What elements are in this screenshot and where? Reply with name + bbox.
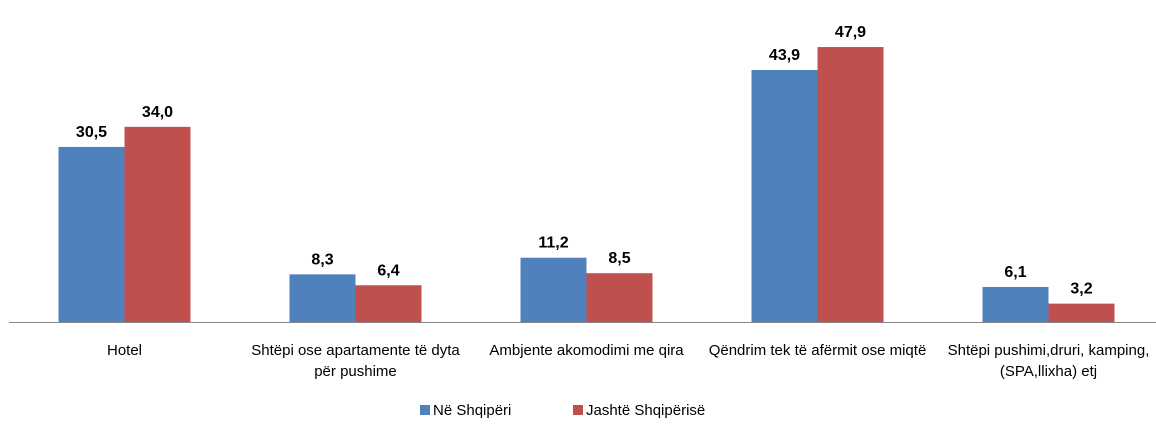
- value-label: 6,4: [377, 262, 399, 279]
- bar: [1048, 303, 1115, 322]
- x-tick-label: Shtëpi ose apartamente të dyta për pushi…: [251, 342, 460, 380]
- x-tick-label: Shtëpi pushimi,druri, kamping, (SPA,llix…: [947, 342, 1150, 380]
- bar: [124, 126, 191, 322]
- value-label: 11,2: [538, 235, 568, 252]
- legend-item: Jashtë Shqipërisë: [573, 402, 705, 419]
- bar: [817, 47, 884, 322]
- bar: [355, 285, 422, 322]
- legend-label: Në Shqipëri: [433, 402, 512, 419]
- value-label: 43,9: [769, 47, 800, 64]
- bar: [58, 146, 125, 322]
- value-label: 8,5: [608, 250, 630, 267]
- x-tick-label: Hotel: [106, 342, 143, 359]
- value-label: 47,9: [835, 24, 866, 41]
- bar: [520, 257, 587, 322]
- bar: [289, 274, 356, 322]
- legend-swatch: [573, 405, 583, 415]
- x-tick-label: Qëndrim tek të afërmit ose miqtë: [708, 342, 927, 359]
- value-label: 8,3: [311, 251, 333, 268]
- value-label: 3,2: [1070, 281, 1092, 298]
- legend-item: Në Shqipëri: [420, 402, 511, 419]
- value-label: 6,1: [1004, 264, 1026, 281]
- bar: [982, 286, 1049, 322]
- legend-label: Jashtë Shqipërisë: [586, 402, 706, 419]
- bar: [586, 273, 653, 322]
- value-label: 34,0: [142, 104, 173, 121]
- legend-swatch: [420, 405, 430, 415]
- x-tick-label: Ambjente akomodimi me qira: [489, 342, 684, 359]
- value-label: 30,5: [76, 124, 107, 141]
- bar: [751, 70, 818, 322]
